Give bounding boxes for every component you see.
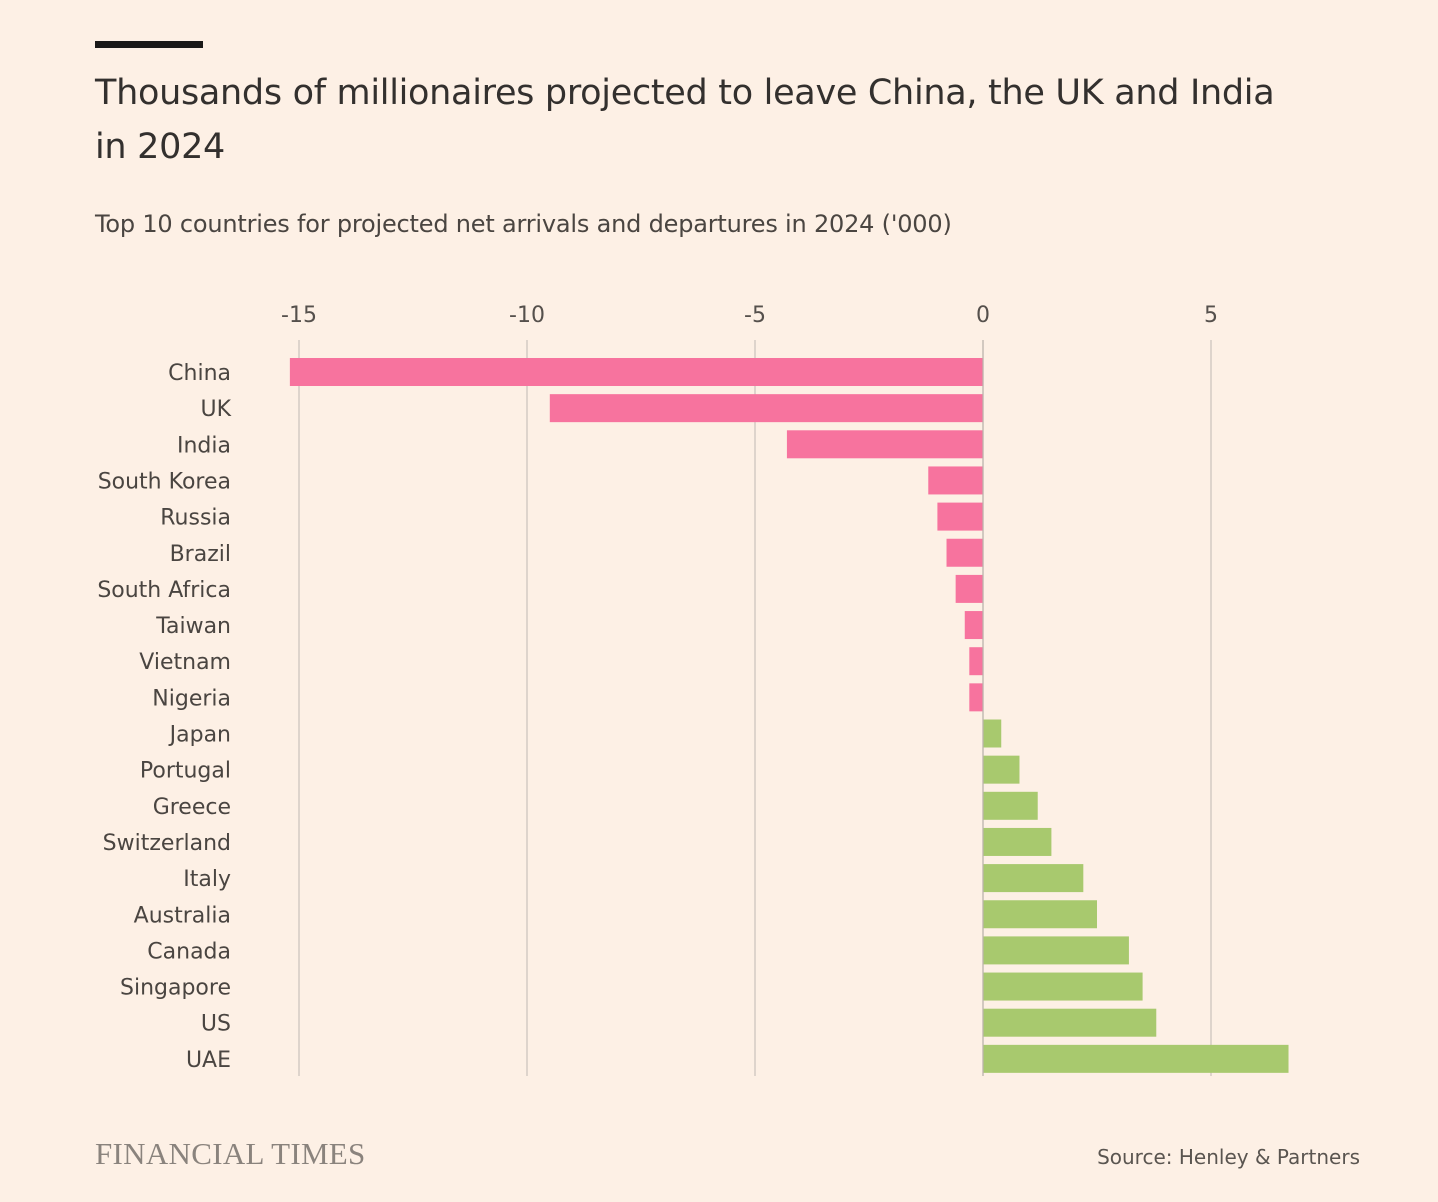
x-tick-label: 5 [1204,303,1218,328]
bars [289,340,1289,1076]
header-rule [95,41,203,48]
bar-italy [983,864,1084,893]
bar-canada [983,936,1129,965]
category-label: Canada [147,939,231,964]
bar-south-korea [928,466,983,495]
bar-india [786,430,983,459]
category-label: Brazil [170,542,231,567]
gridlines [298,340,1212,1076]
category-label: Russia [160,506,231,531]
x-tick-label: -5 [744,303,766,328]
category-label: Greece [153,795,231,820]
bar-us [983,1008,1157,1037]
bar-nigeria [969,683,983,712]
category-label: Portugal [140,759,231,784]
category-label: South Korea [98,469,231,494]
bar-vietnam [969,647,983,676]
category-label: Italy [183,867,231,892]
x-tick-label: -15 [281,303,317,328]
bar-china [289,358,983,386]
ft-logo: FINANCIAL TIMES [95,1136,366,1171]
category-label: US [201,1012,231,1037]
bar-japan [983,719,1002,748]
bar-brazil [946,538,983,567]
bar-south-africa [955,574,983,603]
category-labels: China UK India South Korea Russia Brazil South… [97,361,231,1073]
x-tick-label: 0 [976,303,990,328]
bar-australia [983,900,1097,929]
chart-subtitle: Top 10 countries for projected net arriv… [95,210,952,238]
category-label: UK [200,397,231,422]
source-note: Source: Henley & Partners [1097,1145,1360,1169]
category-label: Nigeria [152,686,231,711]
category-label: Taiwan [155,614,231,639]
chart-title: Thousands of millionaires projected to l… [95,73,1275,167]
category-label: Japan [168,723,231,748]
category-label: Australia [134,903,231,928]
category-label: Singapore [120,976,231,1001]
category-label: Vietnam [139,650,231,675]
bar-portugal [983,755,1020,784]
category-label: UAE [186,1048,231,1073]
x-tick-label: -10 [509,303,545,328]
category-label: India [177,433,231,458]
category-label: China [168,361,231,386]
bar-uae [983,1044,1289,1073]
category-label: South Africa [97,578,231,603]
bar-greece [983,791,1038,820]
bar-singapore [983,972,1143,1001]
bar-russia [937,502,983,531]
bar-taiwan [964,611,983,640]
category-label: Switzerland [103,831,231,856]
bar-uk [549,394,983,423]
x-axis-ticks: -15 -10 -5 0 5 [281,303,1218,328]
bar-switzerland [983,827,1052,856]
